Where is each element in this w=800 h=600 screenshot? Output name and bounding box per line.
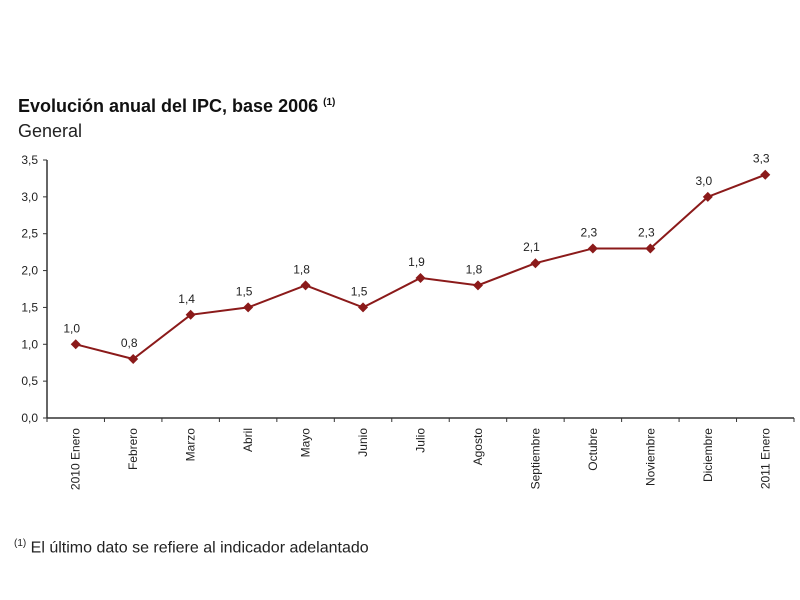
- data-label: 2,3: [581, 225, 598, 239]
- data-label: 0,8: [121, 336, 138, 350]
- x-tick-label: Julio: [414, 428, 428, 453]
- data-point: [300, 280, 311, 291]
- x-tick-label: 2010 Enero: [69, 428, 83, 490]
- chart-subtitle: General: [18, 121, 83, 141]
- x-tick-label: Junio: [356, 428, 370, 457]
- y-tick-label: 0,5: [21, 374, 38, 388]
- x-tick-label: Marzo: [184, 428, 198, 462]
- data-point: [702, 191, 713, 202]
- data-point: [415, 272, 426, 283]
- data-label: 1,4: [178, 292, 195, 306]
- data-point: [185, 309, 196, 320]
- y-tick-label: 1,0: [21, 337, 38, 351]
- y-tick-label: 2,5: [21, 227, 38, 241]
- x-tick-label: Agosto: [471, 428, 485, 466]
- x-tick-label: Octubre: [586, 428, 600, 471]
- data-label: 2,1: [523, 240, 540, 254]
- x-tick-label: 2011 Enero: [758, 428, 772, 489]
- data-point: [645, 243, 656, 254]
- chart-title: Evolución anual del IPC, base 2006 (1): [18, 96, 336, 116]
- data-point: [243, 302, 254, 313]
- data-point: [128, 354, 139, 365]
- data-label: 1,8: [466, 262, 483, 276]
- x-tick-label: Mayo: [299, 428, 313, 458]
- data-label: 3,0: [695, 174, 712, 188]
- y-tick-label: 0,0: [21, 411, 38, 425]
- data-point: [70, 339, 81, 350]
- data-label: 3,3: [753, 152, 770, 166]
- data-point: [358, 302, 369, 313]
- data-point: [587, 243, 598, 254]
- x-tick-label: Febrero: [126, 428, 140, 470]
- data-label: 1,5: [351, 284, 368, 298]
- data-point: [472, 280, 483, 291]
- footnote: (1) El último dato se refiere al indicad…: [14, 538, 369, 557]
- y-tick-label: 2,0: [21, 264, 38, 278]
- data-label: 2,3: [638, 225, 655, 239]
- data-label: 1,9: [408, 255, 425, 269]
- data-label: 1,8: [293, 262, 310, 276]
- y-tick-label: 1,5: [21, 300, 38, 314]
- data-label: 1,5: [236, 284, 253, 298]
- x-tick-label: Diciembre: [701, 428, 715, 482]
- x-tick-label: Abril: [241, 428, 255, 452]
- x-tick-label: Noviembre: [643, 428, 657, 486]
- x-tick-label: Septiembre: [528, 428, 542, 490]
- data-point: [760, 169, 771, 180]
- y-tick-label: 3,5: [21, 153, 38, 167]
- y-tick-label: 3,0: [21, 190, 38, 204]
- data-point: [530, 258, 541, 269]
- data-label: 1,0: [63, 321, 80, 335]
